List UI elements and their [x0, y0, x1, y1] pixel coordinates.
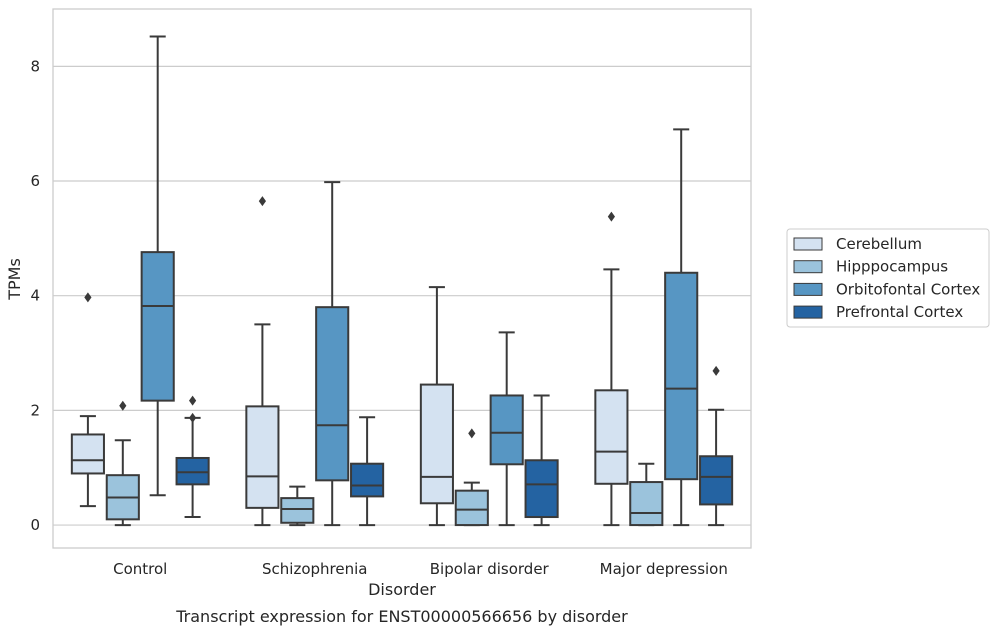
legend-swatch — [794, 283, 822, 295]
box-iqr — [421, 385, 453, 504]
legend-label: Hipppocampus — [836, 258, 948, 276]
box-iqr — [316, 307, 348, 480]
box-iqr — [595, 390, 627, 483]
x-tick-label: Major depression — [600, 560, 728, 578]
box-iqr — [491, 395, 523, 464]
box-iqr — [351, 464, 383, 497]
x-axis-title: Disorder — [368, 580, 436, 599]
y-tick-label: 6 — [30, 172, 40, 190]
y-tick-label: 8 — [30, 57, 40, 75]
box-iqr — [526, 460, 558, 517]
x-tick-labels: Control Schizophrenia Bipolar disorder Majo… — [113, 560, 728, 578]
legend-label: Orbitofontal Cortex — [836, 280, 980, 298]
y-tick-label: 2 — [30, 401, 40, 419]
legend-swatch — [794, 306, 822, 318]
box-iqr — [281, 498, 313, 523]
legend-swatch — [794, 261, 822, 273]
y-axis-title: TPMs — [5, 258, 24, 301]
legend-label: Prefrontal Cortex — [836, 303, 963, 321]
x-tick-label: Control — [113, 560, 167, 578]
box-iqr — [177, 458, 209, 484]
box-iqr — [72, 434, 104, 473]
box-iqr — [630, 482, 662, 525]
y-tick-labels: 0 2 4 6 8 — [30, 57, 40, 534]
chart-caption: Transcript expression for ENST0000056665… — [175, 607, 628, 626]
x-tick-label: Schizophrenia — [262, 560, 367, 578]
box-iqr — [246, 406, 278, 507]
disorder-boxplot-chart: 0 2 4 6 8 Control Schizophrenia Bipolar disord… — [0, 0, 999, 634]
box-iqr — [665, 273, 697, 479]
legend: Cerebellum Hipppocampus Orbitofontal Corte… — [787, 229, 989, 327]
y-tick-label: 4 — [30, 287, 40, 305]
box-iqr — [142, 252, 174, 401]
x-tick-label: Bipolar disorder — [430, 560, 550, 578]
legend-label: Cerebellum — [836, 235, 922, 253]
legend-swatch — [794, 238, 822, 250]
box-iqr — [700, 456, 732, 504]
y-tick-label: 0 — [30, 516, 40, 534]
box-iqr — [456, 491, 488, 525]
